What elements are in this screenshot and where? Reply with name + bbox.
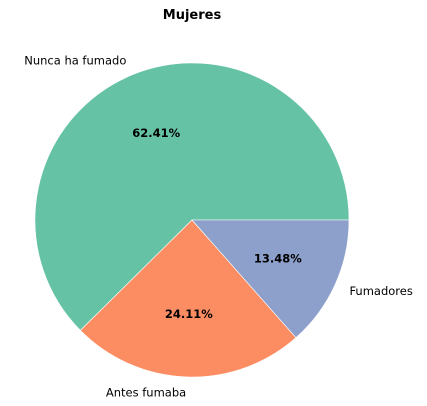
pie-pct-label-nunca-ha-fumado: 62.41% <box>132 126 180 140</box>
pie-category-label-fumadores: Fumadores <box>349 284 412 298</box>
pie-slice-nunca-ha-fumado <box>34 62 350 331</box>
pie-category-label-nunca-ha-fumado: Nunca ha fumado <box>24 53 126 67</box>
pie-category-label-antes-fumaba: Antes fumaba <box>106 386 186 400</box>
pie-slices <box>34 62 350 378</box>
pie-labels: 62.41% Nunca ha fumado 24.11% Antes fumaba 1… <box>24 53 413 399</box>
pie-slice-antes-fumaba <box>79 219 297 378</box>
chart-title: Mujeres <box>163 8 222 23</box>
pie-pct-label-antes-fumaba: 24.11% <box>165 307 213 321</box>
pie-pct-label-fumadores: 13.48% <box>254 252 302 266</box>
pie-slice-fumadores <box>191 219 350 339</box>
